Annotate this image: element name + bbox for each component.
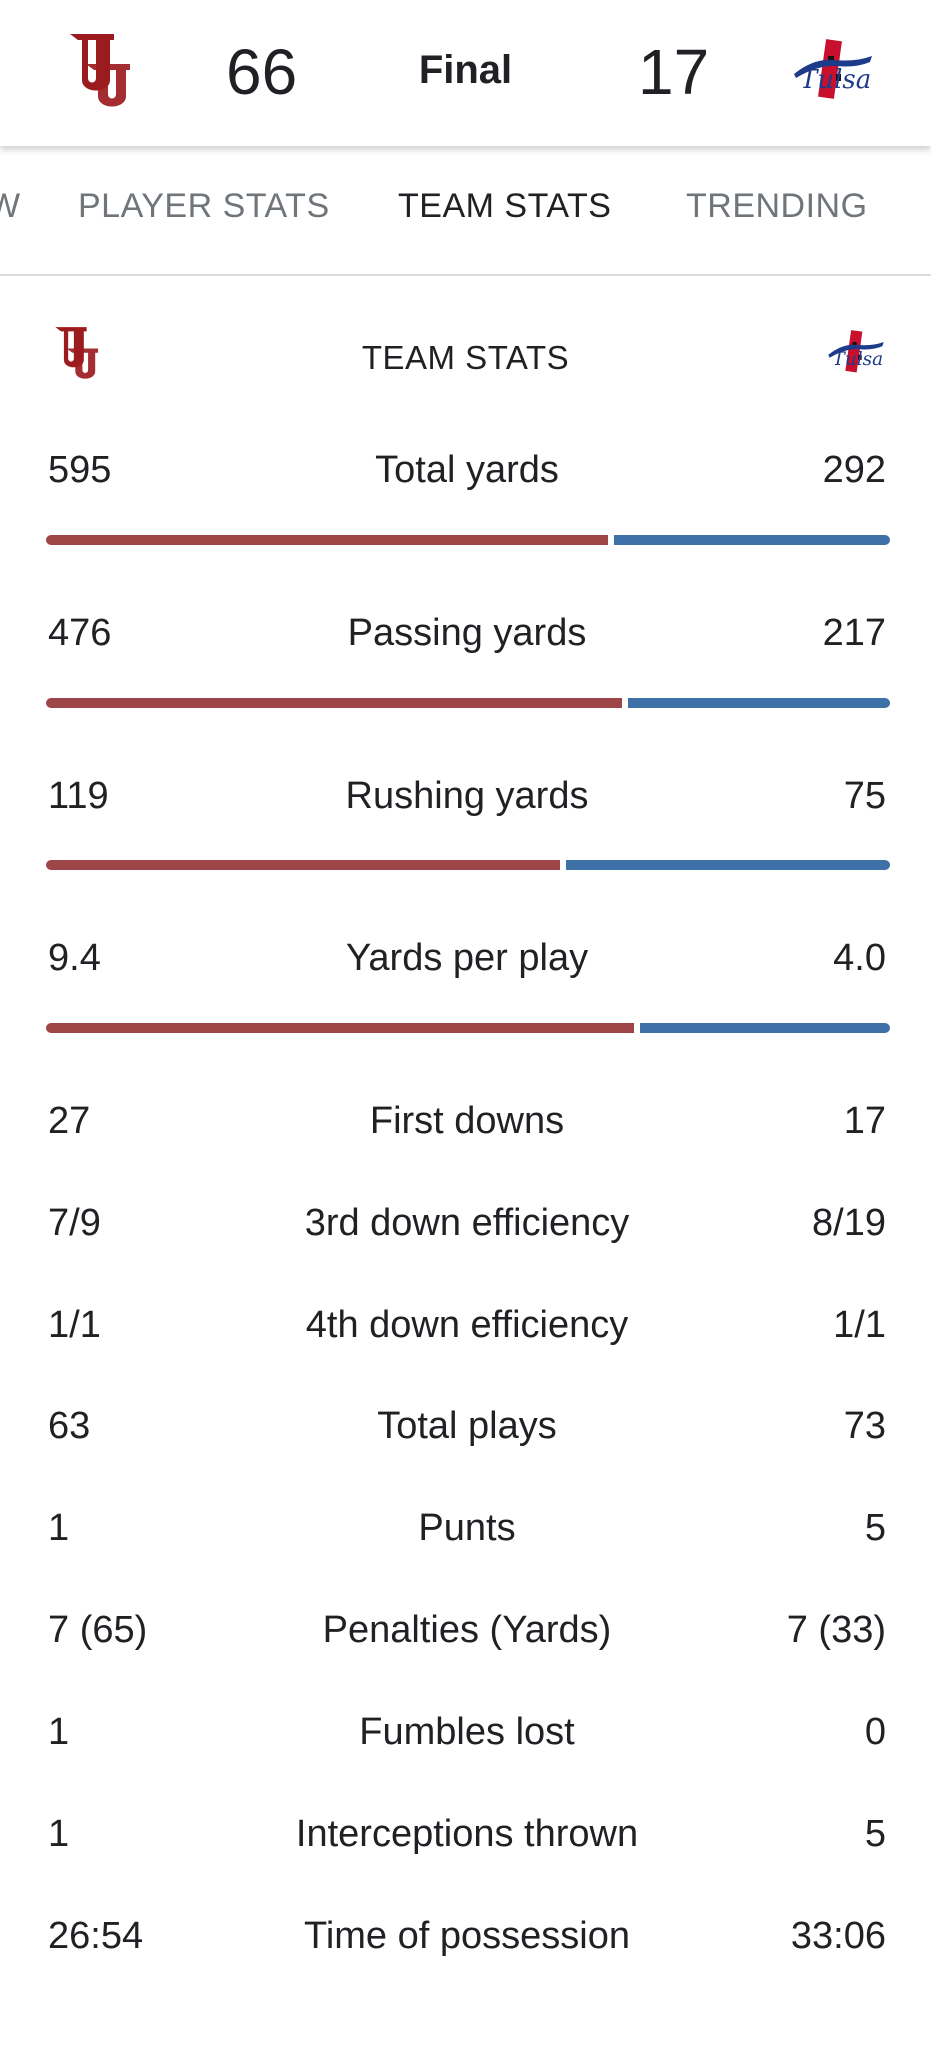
away-value: 217 [822,612,886,654]
stat-row-rushing-yards: 119 Rushing yards 75 [48,770,886,822]
away-value: 17 [843,1100,886,1142]
team-stats-title: TEAM STATS [361,339,570,376]
away-value: 33:06 [790,1915,886,1957]
tab-player-stats[interactable]: PLAYER STATS [78,187,330,225]
stat-label: Penalties (Yards) [322,1609,612,1651]
home-bar [46,860,560,870]
stat-row-total-plays: 63 Total plays 73 [48,1400,886,1452]
away-value: 75 [843,775,886,817]
tab-overview[interactable]: W [0,187,21,225]
stat-row-penalties: 7 (65) Penalties (Yards) 7 (33) [48,1604,886,1656]
away-value: 73 [843,1405,886,1447]
svg-text:Tulsa: Tulsa [833,349,884,370]
home-value: 27 [48,1100,91,1142]
away-value: 8/19 [812,1202,886,1244]
svg-text:Tulsa: Tulsa [800,65,871,95]
ou-logo-icon[interactable] [64,24,134,114]
home-value: 9.4 [48,937,101,979]
home-bar [46,1023,634,1033]
away-bar [640,1023,890,1033]
away-value: 4.0 [833,937,886,979]
home-value: 1 [48,1507,70,1549]
stat-label: Rushing yards [345,775,589,817]
stat-label: Time of possession [304,1915,630,1957]
home-bar [46,698,622,708]
home-value: 119 [48,775,109,817]
comparison-bar [46,535,890,545]
stat-row-4th-down-efficiency: 1/1 4th down efficiency 1/1 [48,1299,886,1351]
stat-row-first-downs: 27 First downs 17 [48,1095,886,1147]
stat-row-3rd-down-efficiency: 7/9 3rd down efficiency 8/19 [48,1197,886,1249]
comparison-bar [46,860,890,870]
home-value: 7 (65) [48,1609,148,1651]
home-value: 595 [48,449,112,491]
home-value: 26:54 [48,1915,144,1957]
away-bar [614,535,890,545]
stat-row-time-of-possession: 26:54 Time of possession 33:06 [48,1910,886,1962]
stat-label: Total plays [377,1405,557,1447]
team-stats-header: TEAM STATS Tulsa [0,316,931,400]
home-value: 7/9 [48,1202,101,1244]
tulsa-logo-icon[interactable]: Tulsa [788,34,878,106]
stat-label: Fumbles lost [359,1711,575,1753]
ou-logo-icon [50,320,102,384]
tab-team-stats[interactable]: TEAM STATS [398,187,612,225]
home-value: 476 [48,612,112,654]
stat-label: Interceptions thrown [295,1813,639,1855]
stat-label: Yards per play [345,937,589,979]
stat-row-yards-per-play: 9.4 Yards per play 4.0 [48,932,886,984]
comparison-bar [46,1023,890,1033]
stat-row-interceptions-thrown: 1 Interceptions thrown 5 [48,1808,886,1860]
stat-row-punts: 1 Punts 5 [48,1502,886,1554]
away-value: 7 (33) [786,1609,886,1651]
stat-label: Total yards [375,449,559,491]
tab-bar: W PLAYER STATS TEAM STATS TRENDING [0,146,931,276]
tulsa-logo-icon: Tulsa [824,326,888,378]
away-value: 292 [822,449,886,491]
home-score: 66 [226,36,298,108]
stat-row-passing-yards: 476 Passing yards 217 [48,607,886,659]
home-value: 1/1 [48,1304,101,1346]
tab-trending[interactable]: TRENDING [686,187,868,225]
away-bar [628,698,890,708]
stat-label: Punts [418,1507,516,1549]
away-value: 0 [864,1711,886,1753]
home-value: 63 [48,1405,91,1447]
score-header: 66 Final 17 Tulsa [0,0,931,146]
game-status: Final [418,48,513,92]
home-value: 1 [48,1711,70,1753]
stat-row-total-yards: 595 Total yards 292 [48,444,886,496]
home-value: 1 [48,1813,70,1855]
stat-label: Passing yards [347,612,587,654]
stat-row-fumbles-lost: 1 Fumbles lost 0 [48,1706,886,1758]
away-value: 5 [864,1507,886,1549]
stat-label: First downs [369,1100,565,1142]
stat-label: 4th down efficiency [305,1304,629,1346]
home-bar [46,535,608,545]
away-bar [566,860,890,870]
away-value: 5 [864,1813,886,1855]
away-score: 17 [638,36,710,108]
comparison-bar [46,698,890,708]
away-value: 1/1 [833,1304,886,1346]
stat-label: 3rd down efficiency [304,1202,630,1244]
